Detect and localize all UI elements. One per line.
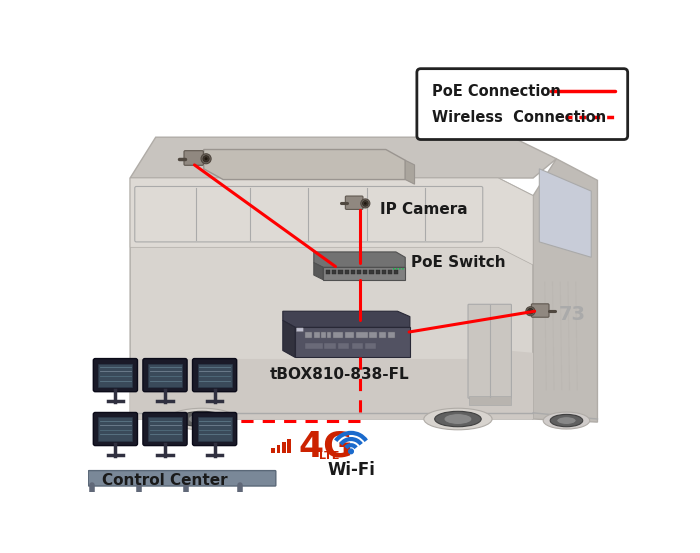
FancyBboxPatch shape <box>351 343 363 349</box>
FancyBboxPatch shape <box>365 343 376 349</box>
Ellipse shape <box>526 307 535 316</box>
FancyBboxPatch shape <box>143 358 187 392</box>
FancyBboxPatch shape <box>337 343 349 349</box>
FancyBboxPatch shape <box>282 442 286 453</box>
FancyBboxPatch shape <box>333 332 343 338</box>
Polygon shape <box>130 137 556 178</box>
Text: PoE Connection: PoE Connection <box>432 84 561 98</box>
FancyBboxPatch shape <box>370 332 377 338</box>
FancyBboxPatch shape <box>297 328 303 331</box>
FancyBboxPatch shape <box>276 445 281 453</box>
FancyBboxPatch shape <box>363 270 368 274</box>
Polygon shape <box>130 178 533 265</box>
Ellipse shape <box>543 412 589 429</box>
FancyBboxPatch shape <box>468 304 512 398</box>
Polygon shape <box>130 349 533 419</box>
Ellipse shape <box>203 156 209 162</box>
Ellipse shape <box>528 309 533 314</box>
Polygon shape <box>295 327 410 357</box>
Ellipse shape <box>556 417 576 424</box>
Text: 4G: 4G <box>298 430 353 464</box>
FancyBboxPatch shape <box>388 270 392 274</box>
FancyBboxPatch shape <box>324 343 336 349</box>
Ellipse shape <box>204 157 208 160</box>
FancyBboxPatch shape <box>326 270 330 274</box>
FancyBboxPatch shape <box>531 304 549 317</box>
FancyBboxPatch shape <box>148 418 182 441</box>
FancyBboxPatch shape <box>184 150 204 165</box>
Polygon shape <box>539 169 592 257</box>
FancyBboxPatch shape <box>135 186 483 242</box>
Polygon shape <box>405 160 414 184</box>
FancyBboxPatch shape <box>197 418 232 441</box>
FancyBboxPatch shape <box>193 358 237 392</box>
FancyBboxPatch shape <box>376 270 380 274</box>
Ellipse shape <box>360 199 370 208</box>
Text: LTE: LTE <box>319 451 339 461</box>
FancyBboxPatch shape <box>356 332 368 338</box>
FancyBboxPatch shape <box>388 332 395 338</box>
FancyBboxPatch shape <box>271 448 275 453</box>
Ellipse shape <box>435 411 481 427</box>
Polygon shape <box>314 252 405 267</box>
FancyBboxPatch shape <box>351 270 355 274</box>
FancyBboxPatch shape <box>98 363 132 387</box>
Text: Control Center: Control Center <box>102 473 228 488</box>
Text: tBOX810-838-FL: tBOX810-838-FL <box>270 367 410 382</box>
FancyBboxPatch shape <box>143 413 187 446</box>
Circle shape <box>396 268 398 270</box>
Ellipse shape <box>201 154 211 164</box>
FancyBboxPatch shape <box>379 332 386 338</box>
FancyBboxPatch shape <box>321 332 326 338</box>
Polygon shape <box>323 267 405 280</box>
Ellipse shape <box>424 408 492 430</box>
FancyBboxPatch shape <box>338 270 342 274</box>
FancyBboxPatch shape <box>357 270 361 274</box>
Text: PoE Switch: PoE Switch <box>412 255 506 270</box>
FancyBboxPatch shape <box>93 413 137 446</box>
FancyBboxPatch shape <box>370 270 374 274</box>
Polygon shape <box>130 178 533 419</box>
Text: Wi-Fi: Wi-Fi <box>327 461 375 479</box>
FancyBboxPatch shape <box>394 270 398 274</box>
FancyBboxPatch shape <box>344 332 354 338</box>
FancyBboxPatch shape <box>305 332 312 338</box>
FancyBboxPatch shape <box>382 270 386 274</box>
FancyBboxPatch shape <box>344 270 349 274</box>
FancyBboxPatch shape <box>93 358 137 392</box>
FancyBboxPatch shape <box>288 439 291 453</box>
FancyBboxPatch shape <box>417 69 628 139</box>
Polygon shape <box>314 263 323 280</box>
Ellipse shape <box>550 414 582 427</box>
FancyBboxPatch shape <box>332 270 337 274</box>
Text: IP Camera: IP Camera <box>381 202 468 217</box>
Circle shape <box>349 449 354 453</box>
Text: Wireless  Connection: Wireless Connection <box>432 109 606 124</box>
Polygon shape <box>533 159 598 422</box>
Circle shape <box>402 268 404 270</box>
Ellipse shape <box>188 414 216 424</box>
FancyBboxPatch shape <box>197 363 232 387</box>
Polygon shape <box>283 320 295 357</box>
FancyBboxPatch shape <box>88 471 276 486</box>
FancyBboxPatch shape <box>469 396 511 405</box>
FancyBboxPatch shape <box>345 196 363 210</box>
Ellipse shape <box>179 411 225 427</box>
FancyBboxPatch shape <box>98 418 132 441</box>
FancyBboxPatch shape <box>193 413 237 446</box>
Ellipse shape <box>363 201 368 206</box>
Ellipse shape <box>529 310 532 312</box>
FancyBboxPatch shape <box>327 332 331 338</box>
Text: 73: 73 <box>559 305 585 324</box>
Ellipse shape <box>168 408 237 430</box>
Circle shape <box>393 268 394 270</box>
Circle shape <box>399 268 400 270</box>
FancyBboxPatch shape <box>314 332 320 338</box>
Ellipse shape <box>444 414 472 424</box>
Ellipse shape <box>364 202 367 205</box>
Polygon shape <box>204 149 405 180</box>
Polygon shape <box>283 311 410 327</box>
FancyBboxPatch shape <box>148 363 182 387</box>
FancyBboxPatch shape <box>305 343 323 349</box>
